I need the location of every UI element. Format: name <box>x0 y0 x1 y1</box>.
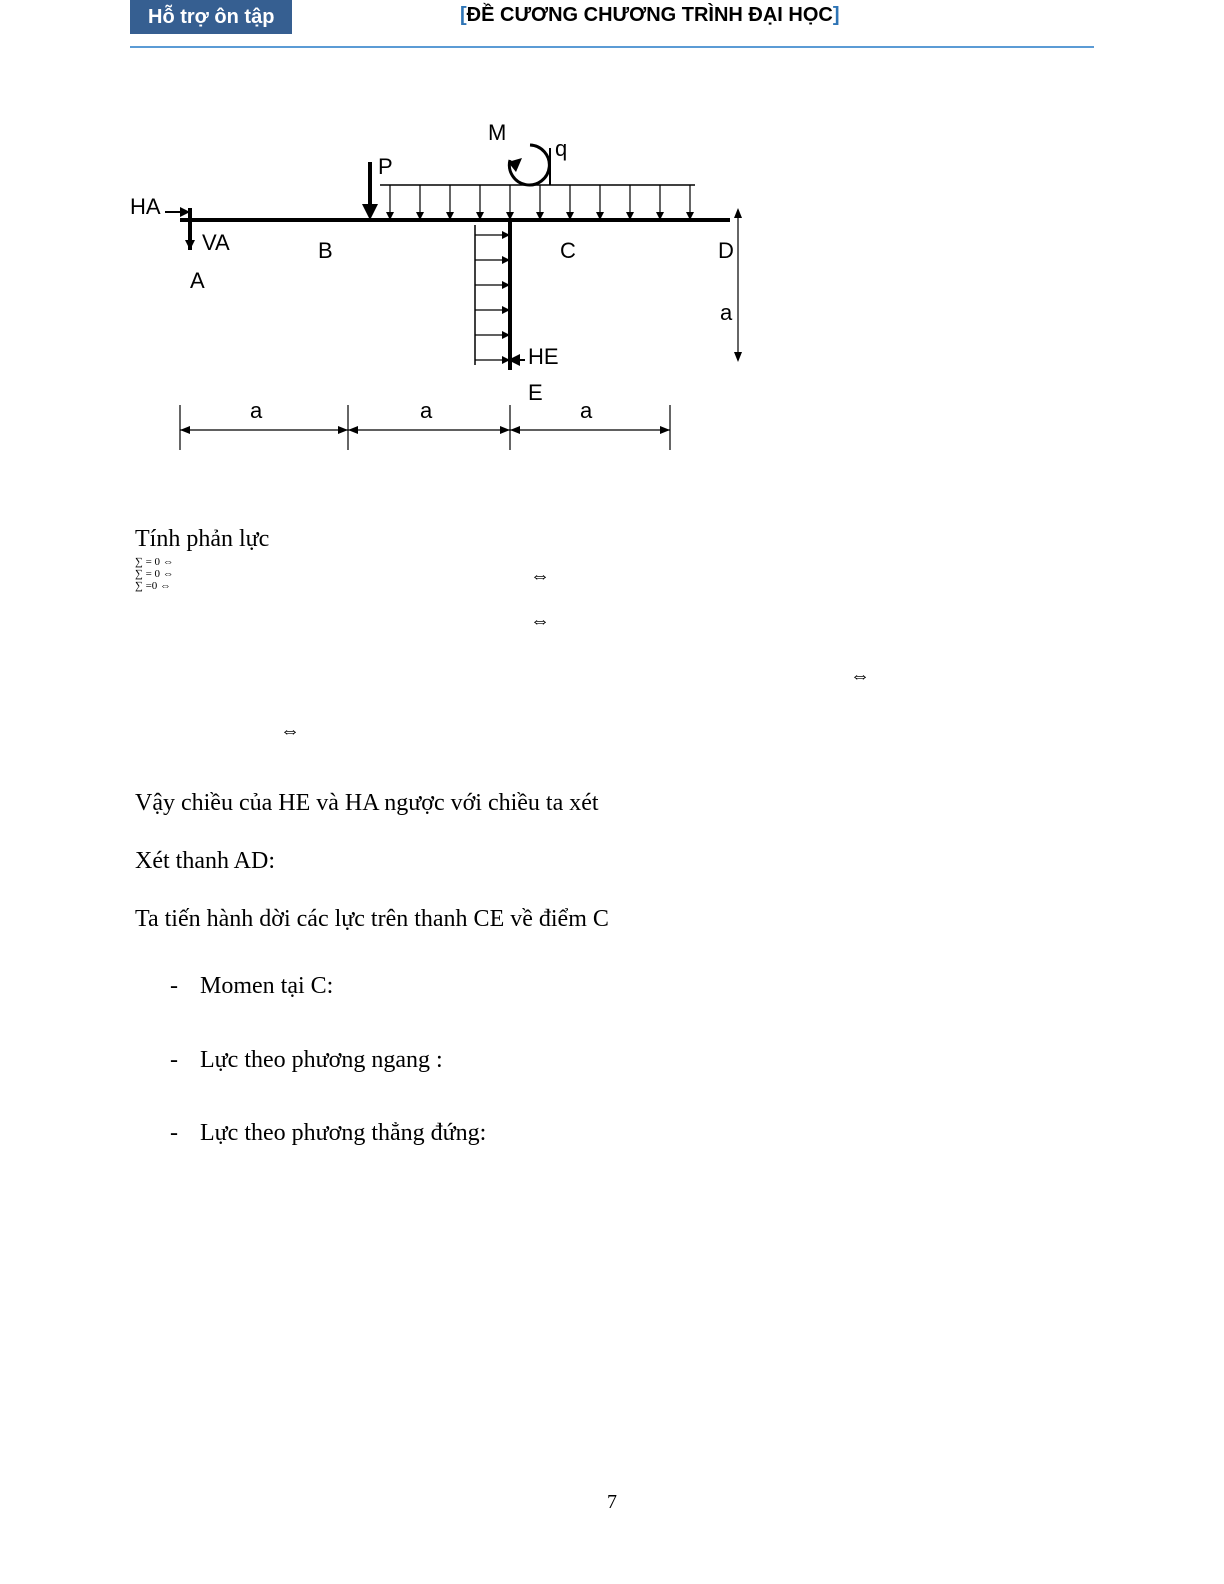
header-title: [ĐỀ CƯƠNG CHƯƠNG TRÌNH ĐẠI HỌC] <box>460 4 840 27</box>
label-a-right: a <box>720 300 732 326</box>
bracket-close: ] <box>833 4 840 26</box>
page-header: Hỗ trợ ôn tập [ĐỀ CƯƠNG CHƯƠNG TRÌNH ĐẠI… <box>130 0 1094 48</box>
bullet-1: -Momen tại C: <box>170 964 486 1010</box>
label-E: E <box>528 380 543 406</box>
label-C: C <box>560 238 576 264</box>
label-P: P <box>378 154 393 180</box>
label-D: D <box>718 238 734 264</box>
bullet-list: -Momen tại C: -Lực theo phương ngang : -… <box>170 964 486 1185</box>
eq-line-1: ∑ = 0 ⇔ <box>135 556 174 568</box>
label-a2: a <box>420 398 432 424</box>
diagram-svg <box>130 100 770 480</box>
beam-diagram: M q P HA VA A B C D HE E a a a a <box>130 100 750 480</box>
paragraph-3: Ta tiến hành dời các lực trên thanh CE v… <box>135 906 609 933</box>
equiv-arrow-3: ⇔ <box>850 665 870 688</box>
label-a1: a <box>250 398 262 424</box>
equations-heading: Tính phản lực <box>135 526 269 553</box>
page: Hỗ trợ ôn tập [ĐỀ CƯƠNG CHƯƠNG TRÌNH ĐẠI… <box>0 0 1224 1584</box>
header-title-text: ĐỀ CƯƠNG CHƯƠNG TRÌNH ĐẠI HỌC <box>467 4 833 26</box>
paragraph-2: Xét thanh AD: <box>135 848 275 875</box>
eq-line-3: ∑ =0 ⇔ <box>135 580 174 592</box>
equiv-arrow-4: ⇔ <box>280 720 300 743</box>
paragraph-1: Vậy chiều của HE và HA ngược với chiều t… <box>135 790 599 817</box>
label-a3: a <box>580 398 592 424</box>
label-HE: HE <box>528 344 559 370</box>
label-B: B <box>318 238 333 264</box>
page-number: 7 <box>0 1491 1224 1514</box>
equations-small: ∑ = 0 ⇔ ∑ = 0 ⇔ ∑ =0 ⇔ <box>135 556 174 592</box>
header-tab: Hỗ trợ ôn tập <box>130 0 292 34</box>
label-q: q <box>555 136 567 162</box>
bullet-2: -Lực theo phương ngang : <box>170 1038 486 1084</box>
bullet-3-text: Lực theo phương thẳng đứng: <box>200 1120 486 1146</box>
label-A: A <box>190 268 205 294</box>
label-M: M <box>488 120 506 146</box>
bullet-3: -Lực theo phương thẳng đứng: <box>170 1111 486 1157</box>
bullet-1-text: Momen tại C: <box>200 973 333 999</box>
label-VA: VA <box>202 230 230 256</box>
equiv-arrow-1: ⇔ <box>530 565 550 588</box>
label-HA: HA <box>130 194 161 220</box>
eq-line-2: ∑ = 0 ⇔ <box>135 568 174 580</box>
equiv-arrow-2: ⇔ <box>530 610 550 633</box>
bracket-open: [ <box>460 4 467 26</box>
bullet-2-text: Lực theo phương ngang : <box>200 1047 443 1073</box>
